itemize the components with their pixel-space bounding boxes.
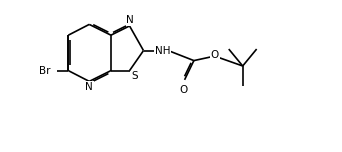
Text: N: N (86, 82, 93, 92)
Text: NH: NH (155, 46, 171, 56)
Text: O: O (179, 85, 187, 95)
Text: N: N (127, 15, 134, 25)
Text: Br: Br (39, 66, 51, 76)
Text: S: S (131, 71, 138, 81)
Text: O: O (211, 50, 219, 60)
